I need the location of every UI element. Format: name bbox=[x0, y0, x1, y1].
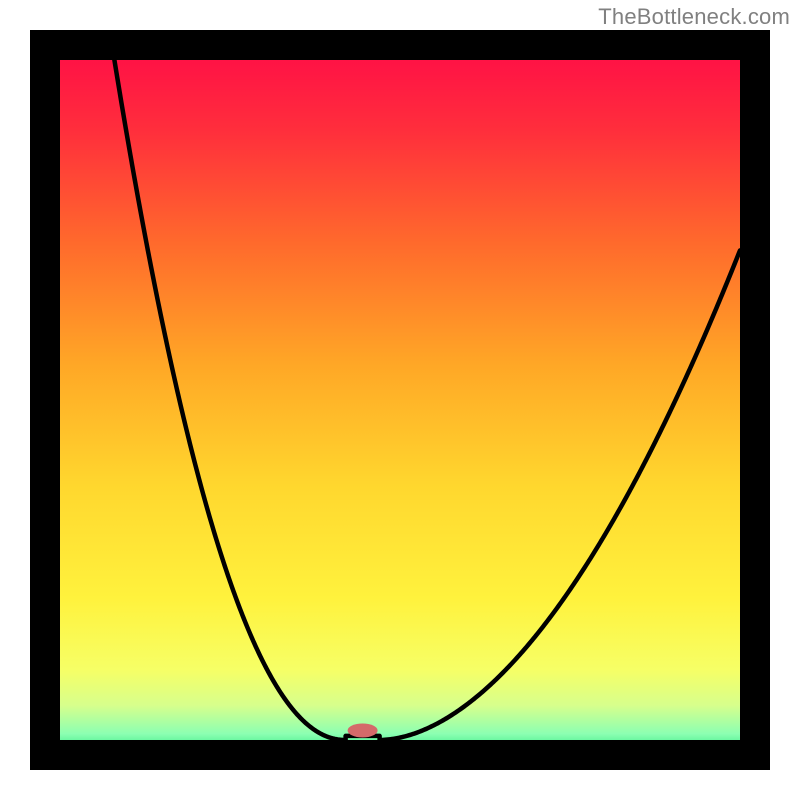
optimal-marker bbox=[348, 723, 378, 737]
chart-background bbox=[45, 45, 755, 755]
source-attribution: TheBottleneck.com bbox=[598, 4, 790, 30]
